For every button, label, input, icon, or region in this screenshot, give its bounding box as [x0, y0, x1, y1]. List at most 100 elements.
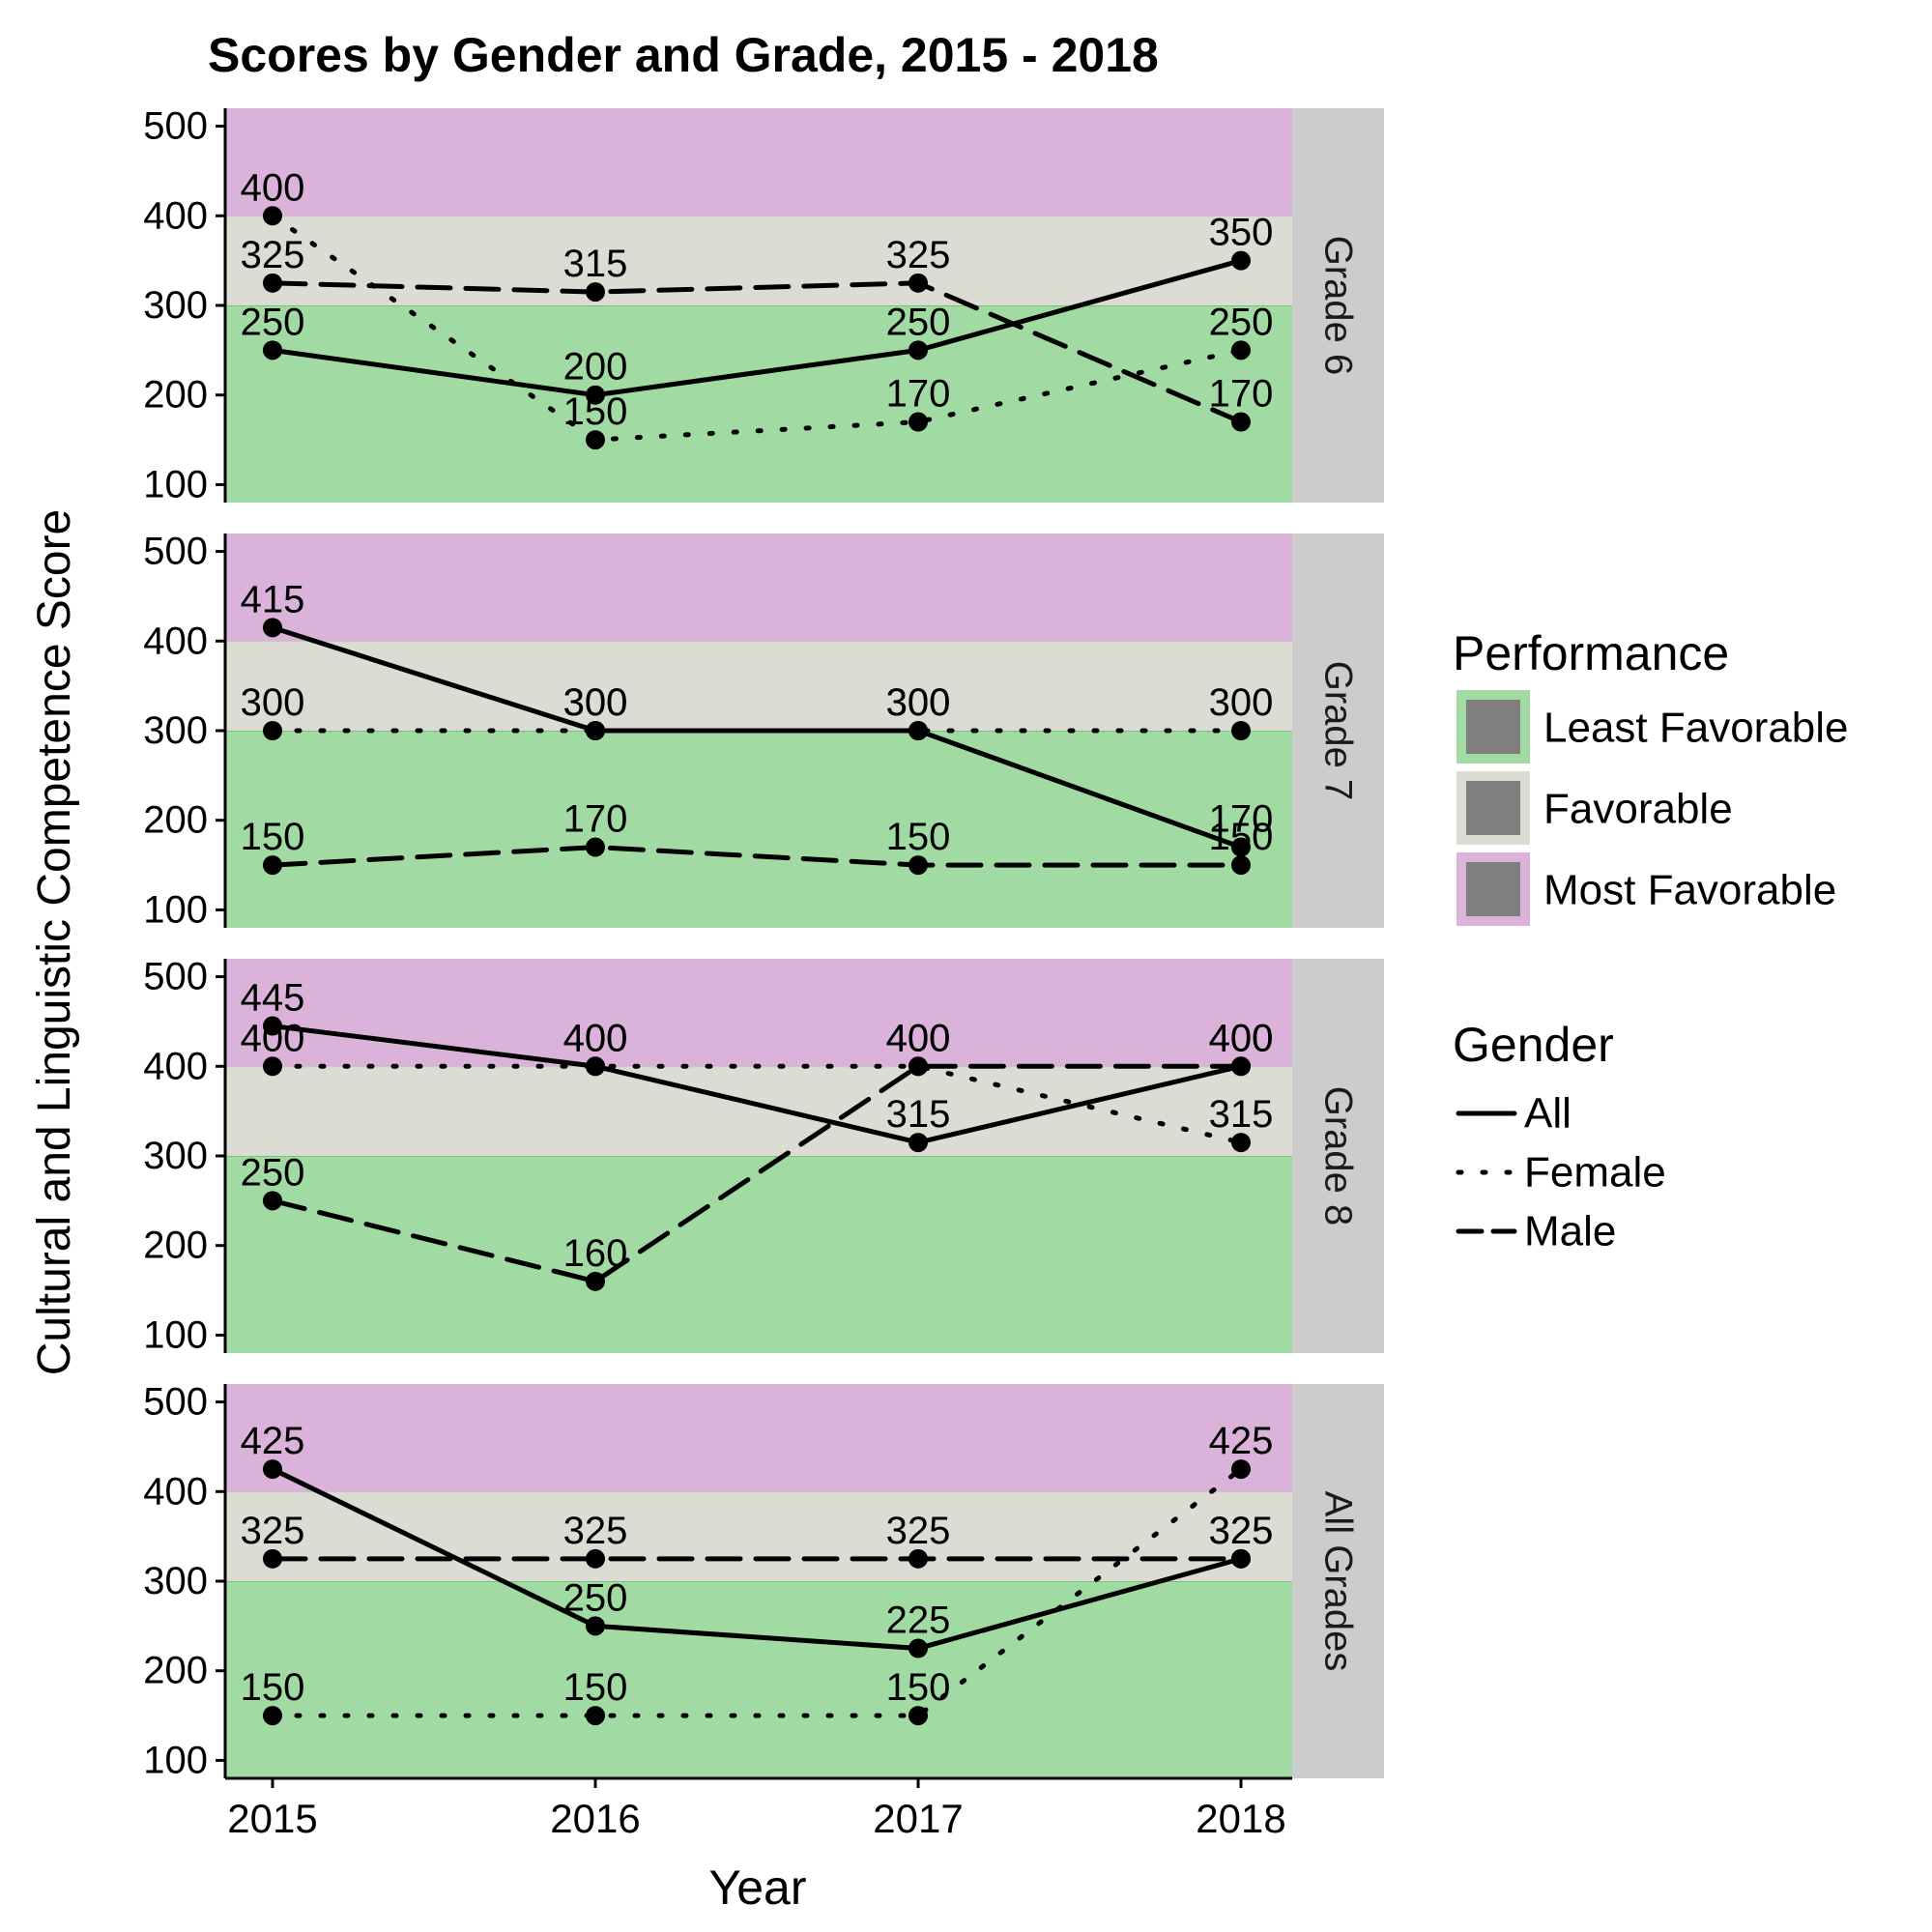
data-point: [263, 1191, 282, 1211]
data-point: [586, 1271, 605, 1291]
data-label: 415: [241, 578, 305, 620]
data-label: 150: [886, 1666, 951, 1709]
data-point: [908, 412, 928, 432]
data-label: 445: [241, 977, 305, 1020]
legend-key-swatch: [1466, 862, 1520, 916]
data-point: [586, 1548, 605, 1569]
legend-item-label: Least Favorable: [1543, 705, 1849, 752]
data-label: 325: [241, 234, 305, 276]
y-tick-label: 400: [143, 1470, 208, 1513]
data-point: [263, 721, 282, 740]
chart-title: Scores by Gender and Grade, 2015 - 2018: [208, 28, 1159, 82]
y-tick-label: 500: [143, 531, 208, 573]
y-tick-label: 500: [143, 956, 208, 998]
band-1: [225, 641, 1292, 731]
data-label: 325: [563, 1510, 628, 1552]
data-label: 300: [241, 681, 305, 724]
data-point: [263, 340, 282, 360]
facet-strip: [1292, 1384, 1384, 1778]
y-tick-label: 300: [143, 709, 208, 752]
facet-strip-label: Grade 7: [1317, 661, 1360, 801]
y-tick-label: 200: [143, 799, 208, 842]
series-line-all: [270, 1466, 1244, 1652]
data-point: [263, 1056, 282, 1077]
x-tick-label: 2015: [227, 1796, 317, 1841]
data-label: 325: [241, 1510, 305, 1552]
panel-3: All Grades 100 200 300 400 500 425 250 225 325 150…: [143, 1381, 1384, 1781]
x-axis-label: Year: [708, 1860, 806, 1915]
panel-1: Grade 7 100 200 300 400 500 415 300 300 170 300 300…: [143, 531, 1384, 931]
data-point: [586, 721, 605, 740]
data-label: 300: [563, 681, 628, 724]
data-point: [1231, 855, 1251, 876]
data-point: [263, 1548, 282, 1569]
data-label: 315: [886, 1093, 951, 1136]
data-label: 250: [563, 1576, 628, 1619]
x-tick-label: 2017: [873, 1796, 963, 1841]
data-point: [263, 1459, 282, 1480]
data-label: 150: [1209, 816, 1274, 858]
y-axis-label: Cultural and Linguistic Competence Score: [29, 509, 80, 1375]
band-2: [225, 533, 1292, 642]
data-point: [1231, 1459, 1251, 1480]
data-point: [586, 1056, 605, 1077]
series-line-female: [270, 1063, 1244, 1145]
data-label: 425: [241, 1420, 305, 1462]
data-label: 400: [241, 1017, 305, 1059]
data-point: [1231, 721, 1251, 740]
data-label: 300: [886, 681, 951, 724]
legend-item-label: Most Favorable: [1543, 867, 1836, 914]
data-point: [586, 1616, 605, 1636]
data-point: [586, 385, 605, 405]
data-label: 400: [886, 1017, 951, 1059]
y-tick-label: 200: [143, 1225, 208, 1267]
y-tick-label: 200: [143, 1650, 208, 1692]
x-tick-label: 2018: [1196, 1796, 1285, 1841]
facet-strip-label: Grade 6: [1317, 236, 1360, 376]
data-point: [586, 837, 605, 857]
data-label: 225: [886, 1600, 951, 1642]
series-line-all: [270, 258, 1244, 398]
y-tick-label: 500: [143, 1381, 208, 1424]
y-tick-label: 100: [143, 1739, 208, 1781]
data-label: 150: [241, 1666, 305, 1709]
facet-strip: [1292, 533, 1384, 928]
y-tick-label: 300: [143, 1135, 208, 1177]
y-tick-label: 300: [143, 284, 208, 327]
data-label: 400: [563, 1017, 628, 1059]
data-label: 150: [563, 1666, 628, 1709]
y-tick-label: 400: [143, 620, 208, 662]
y-tick-label: 500: [143, 105, 208, 148]
data-point: [263, 273, 282, 293]
legend-item-label: All: [1524, 1090, 1572, 1138]
data-point: [908, 1638, 928, 1658]
series-line-female: [270, 1466, 1244, 1718]
y-tick-label: 100: [143, 888, 208, 931]
data-label: 170: [1209, 798, 1274, 841]
data-point: [908, 1706, 928, 1726]
legend-key-swatch: [1466, 781, 1520, 835]
data-point: [586, 1706, 605, 1726]
data-point: [1231, 250, 1251, 271]
data-point: [263, 1706, 282, 1726]
data-label: 300: [886, 681, 951, 724]
data-point: [263, 206, 282, 226]
data-label: 250: [241, 301, 305, 343]
facet-strip: [1292, 959, 1384, 1353]
band-2: [225, 1384, 1292, 1492]
data-label: 400: [563, 1017, 628, 1059]
data-point: [1231, 412, 1251, 432]
data-point: [908, 273, 928, 293]
data-label: 300: [1209, 681, 1274, 724]
series-line-all: [270, 1024, 1244, 1145]
data-point: [263, 1016, 282, 1036]
data-label: 200: [563, 346, 628, 389]
data-label: 300: [563, 681, 628, 724]
data-point: [586, 282, 605, 303]
legend-item-label: Male: [1524, 1208, 1616, 1255]
data-point: [1231, 1548, 1251, 1569]
data-label: 150: [563, 390, 628, 433]
data-label: 400: [886, 1017, 951, 1059]
data-point: [1231, 1056, 1251, 1077]
